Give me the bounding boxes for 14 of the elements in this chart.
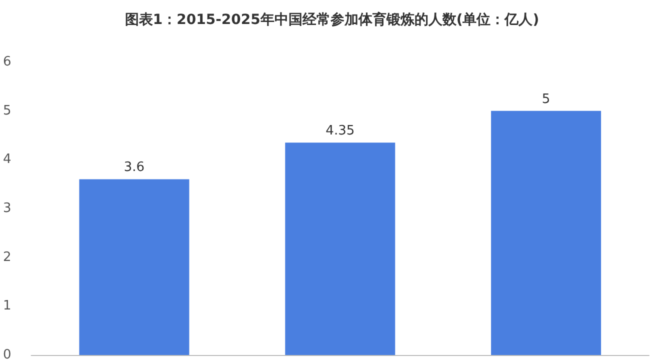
y-tick-label: 3 [2, 201, 12, 216]
y-tick-label: 2 [2, 250, 12, 265]
bar [285, 142, 396, 355]
y-tick-label: 4 [2, 152, 12, 168]
bar [79, 179, 190, 355]
data-label: 4.35 [326, 124, 355, 139]
bar [491, 110, 602, 355]
y-tick-label: 5 [2, 103, 12, 118]
y-tick-label: 1 [2, 298, 12, 314]
y-tick-label: 0 [2, 348, 12, 362]
y-tick-label: 6 [2, 54, 12, 70]
chart-title: 图表1：2015-2025年中国经常参加体育锻炼的人数(单位：亿人) [124, 11, 540, 28]
data-label: 5 [542, 92, 550, 107]
data-label: 3.6 [124, 160, 145, 176]
